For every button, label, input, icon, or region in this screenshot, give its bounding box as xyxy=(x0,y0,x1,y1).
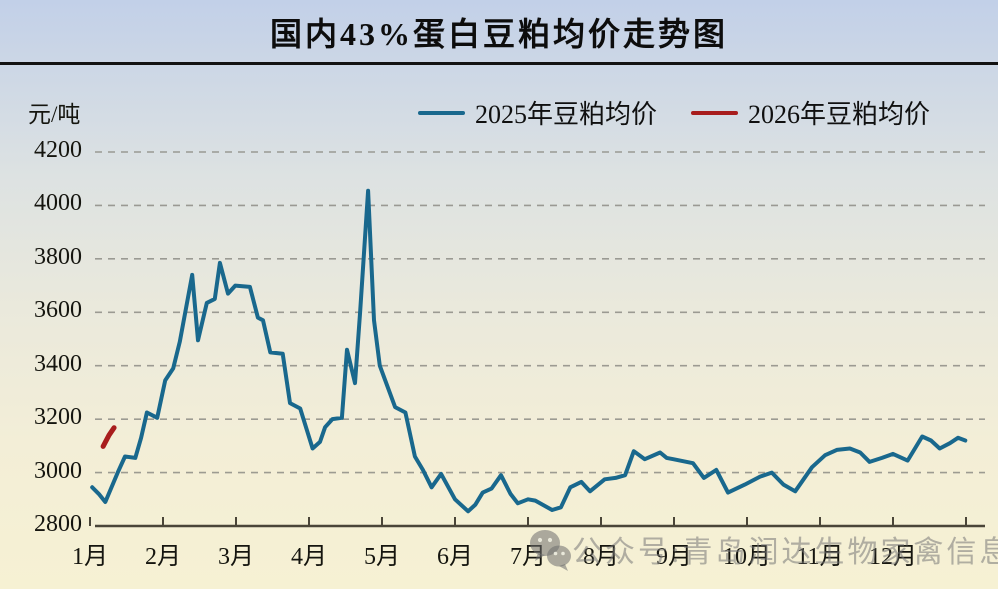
x-tick-label-11: 11月 xyxy=(796,544,844,570)
chart-title: 国内43%蛋白豆粕均价走势图 xyxy=(269,16,728,52)
legend-label-2026: 2026年豆粕均价 xyxy=(748,100,931,129)
x-tick-label-1: 1月 xyxy=(72,544,108,570)
x-tick-label-12: 12月 xyxy=(869,544,917,570)
x-tick-label-8: 8月 xyxy=(583,544,619,570)
chart-legend: 2025年豆粕均价 2026年豆粕均价 xyxy=(418,94,930,131)
y-tick-label-4000: 4000 xyxy=(34,190,82,217)
y-tick-label-2800: 2800 xyxy=(34,511,82,537)
x-tick-label-4: 4月 xyxy=(291,544,327,570)
x-tick-label-9: 9月 xyxy=(656,544,692,570)
series-line-2026 xyxy=(100,425,117,449)
x-tick-label-6: 6月 xyxy=(437,544,473,570)
y-tick-label-4200: 4200 xyxy=(34,137,82,163)
y-axis-unit-label: 元/吨 xyxy=(28,102,81,127)
title-divider xyxy=(0,62,998,65)
x-tick-label-2: 2月 xyxy=(145,544,181,570)
x-tick-label-7: 7月 xyxy=(510,544,546,570)
legend-line-swatch-2025 xyxy=(418,110,465,115)
y-tick-label-3400: 3400 xyxy=(34,350,82,377)
legend-line-swatch-2026 xyxy=(691,110,739,115)
series-line-2025 xyxy=(90,188,968,514)
legend-item-2025: 2025年豆粕均价 xyxy=(418,94,657,131)
x-tick-label-3: 3月 xyxy=(218,544,254,570)
x-tick-label-5: 5月 xyxy=(364,544,400,570)
y-tick-label-3200: 3200 xyxy=(34,404,82,431)
legend-item-2026: 2026年豆粕均价 xyxy=(691,94,930,131)
y-tick-label-3000: 3000 xyxy=(34,457,82,484)
y-tick-label-3800: 3800 xyxy=(34,243,82,270)
x-tick-label-10: 10月 xyxy=(723,544,771,570)
legend-label-2025: 2025年豆粕均价 xyxy=(475,100,658,129)
y-tick-label-3600: 3600 xyxy=(34,297,82,324)
